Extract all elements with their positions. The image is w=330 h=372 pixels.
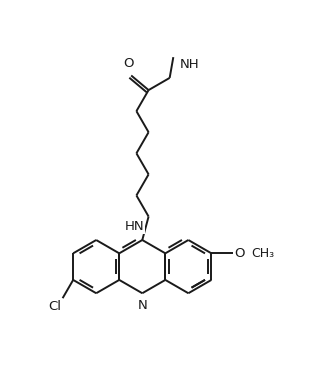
Text: HN: HN [124,220,144,233]
Text: O: O [234,247,245,260]
Text: CH₃: CH₃ [251,247,274,260]
Text: N: N [137,299,147,312]
Text: O: O [123,57,134,70]
Text: NH: NH [180,58,200,71]
Text: Cl: Cl [48,300,61,313]
